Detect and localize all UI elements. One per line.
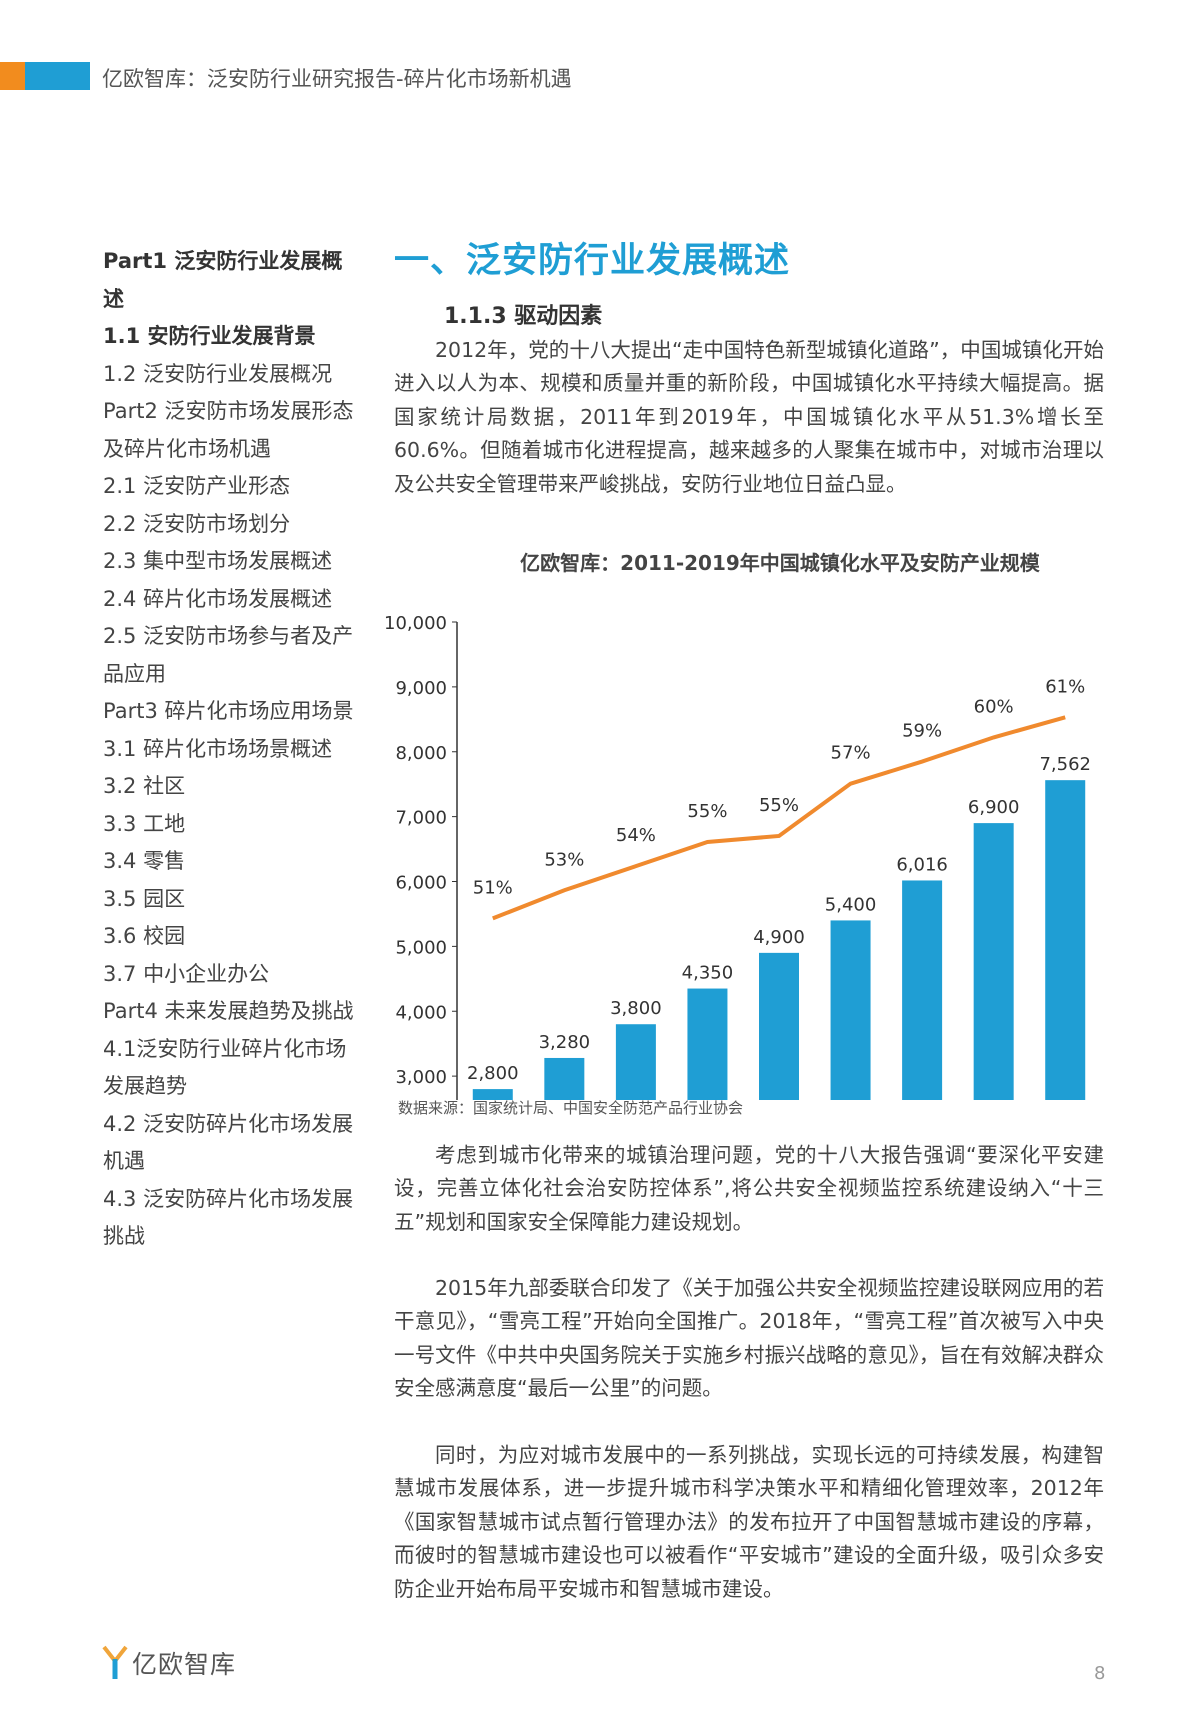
paragraph-2: 考虑到城市化带来的城镇治理问题，党的十八大报告强调“要深化平安建设，完善立体化社… xyxy=(394,1143,1104,1234)
y-tick-label: 10,000 xyxy=(384,613,447,634)
y-tick-label: 8,000 xyxy=(395,743,447,764)
toc-item[interactable]: 4.3 泛安防碎片化市场发展挑战 xyxy=(103,1186,354,1249)
bar-2019 xyxy=(1045,780,1086,1100)
chart-title: 亿欧智库：2011-2019年中国城镇化水平及安防产业规模 xyxy=(520,551,1041,575)
line-label: 59% xyxy=(902,721,942,742)
bar-2015 xyxy=(759,952,799,1100)
toc-item[interactable]: 3.5 园区 xyxy=(103,886,186,911)
line-label: 53% xyxy=(544,849,584,870)
line-label: 51% xyxy=(473,877,513,898)
toc-item[interactable]: Part3 碎片化市场应用场景 xyxy=(103,699,354,723)
y-tick-label: 5,000 xyxy=(395,937,447,958)
line-label: 55% xyxy=(759,795,799,816)
y-tick-label: 3,000 xyxy=(395,1067,447,1088)
logo-text: 亿欧智库 xyxy=(132,1650,237,1679)
bar-2012 xyxy=(544,1057,585,1100)
line-label: 61% xyxy=(1045,676,1085,697)
bar-label: 2,800 xyxy=(467,1063,519,1084)
bar-2013 xyxy=(615,1024,656,1100)
y-tick-label: 6,000 xyxy=(395,873,447,894)
toc-item[interactable]: 3.1 碎片化市场场景概述 xyxy=(103,736,333,761)
table-of-contents: Part1 泛安防行业发展概述 1.1 安防行业发展背景 1.2 泛安防行业发展概况… xyxy=(103,243,355,1256)
bar-2016 xyxy=(830,920,871,1100)
footer-logo: 亿欧智库 xyxy=(102,1645,236,1681)
bar-label: 7,562 xyxy=(1039,754,1091,775)
paragraph-4: 同时，为应对城市发展中的一系列挑战，实现长远的可持续发展，构建智慧城市发展体系，… xyxy=(394,1443,1104,1601)
y-tick-label: 4,000 xyxy=(395,1002,447,1023)
toc-item[interactable]: 3.4 零售 xyxy=(103,849,186,873)
bar-2011 xyxy=(472,1089,513,1100)
bar-label: 4,350 xyxy=(682,963,734,984)
header-orange-block xyxy=(0,62,25,90)
page-number: 8 xyxy=(1094,1663,1106,1684)
bar-label: 4,900 xyxy=(753,927,805,948)
paragraph-1: 2012年，党的十八大提出“走中国特色新型城镇化道路”，中国城镇化开始进入以人为… xyxy=(394,338,1104,496)
bar-2014 xyxy=(687,988,728,1100)
toc-item[interactable]: 3.7 中小企业办公 xyxy=(103,961,270,986)
paragraph-3: 2015年九部委联合印发了《关于加强公共安全视频监控建设联网应用的若干意见》，“… xyxy=(394,1276,1104,1401)
bar-2018 xyxy=(973,823,1014,1100)
bar-label: 3,280 xyxy=(539,1032,591,1053)
y-tick-label: 9,000 xyxy=(395,678,447,699)
chart-source: 数据来源：国家统计局、中国安全防范产品行业协会 xyxy=(398,1099,744,1117)
bar-label: 3,800 xyxy=(610,998,662,1019)
bar-label: 6,900 xyxy=(968,797,1020,818)
line-label: 55% xyxy=(687,801,727,822)
toc-item[interactable]: 4.1泛安防行业碎片化市场发展趋势 xyxy=(103,1036,347,1099)
line-label: 60% xyxy=(974,696,1014,717)
header-blue-block xyxy=(25,62,90,90)
toc-item[interactable]: 1.2 泛安防行业发展概况 xyxy=(103,361,333,386)
toc-item[interactable]: 4.2 泛安防碎片化市场发展机遇 xyxy=(103,1111,354,1174)
toc-item[interactable]: 1.1 安防行业发展背景 xyxy=(103,324,316,348)
y-tick-label: 7,000 xyxy=(395,808,447,829)
line-label: 57% xyxy=(831,743,871,764)
chart: 亿欧智库：2011-2019年中国城镇化水平及安防产业规模2,0003,0004… xyxy=(384,551,1091,1100)
bar-label: 5,400 xyxy=(825,894,877,915)
toc-item[interactable]: 3.3 工地 xyxy=(103,811,186,836)
header-title: 亿欧智库：泛安防行业研究报告-碎片化市场新机遇 xyxy=(102,67,572,91)
line-label: 54% xyxy=(616,825,656,846)
toc-item[interactable]: Part1 泛安防行业发展概述 xyxy=(103,249,343,311)
bar-2017 xyxy=(902,880,943,1100)
toc-item[interactable]: 2.2 泛安防市场划分 xyxy=(103,511,291,536)
toc-item[interactable]: 2.3 集中型市场发展概述 xyxy=(103,549,333,573)
toc-item[interactable]: 2.1 泛安防产业形态 xyxy=(103,474,291,498)
section-heading: 一、泛安防行业发展概述 xyxy=(394,241,791,281)
bar-label: 6,016 xyxy=(896,854,948,875)
toc-item[interactable]: Part2 泛安防市场发展形态及碎片化市场机遇 xyxy=(103,399,354,461)
logo-icon xyxy=(102,1645,128,1679)
toc-item[interactable]: Part4 未来发展趋势及挑战 xyxy=(103,999,354,1023)
subsection-heading: 1.1.3 驱动因素 xyxy=(444,304,603,329)
toc-item[interactable]: 2.4 碎片化市场发展概述 xyxy=(103,586,333,611)
toc-item[interactable]: 3.2 社区 xyxy=(103,774,186,798)
toc-item[interactable]: 2.5 泛安防市场参与者及产品应用 xyxy=(103,624,354,686)
toc-item[interactable]: 3.6 校园 xyxy=(103,924,186,948)
